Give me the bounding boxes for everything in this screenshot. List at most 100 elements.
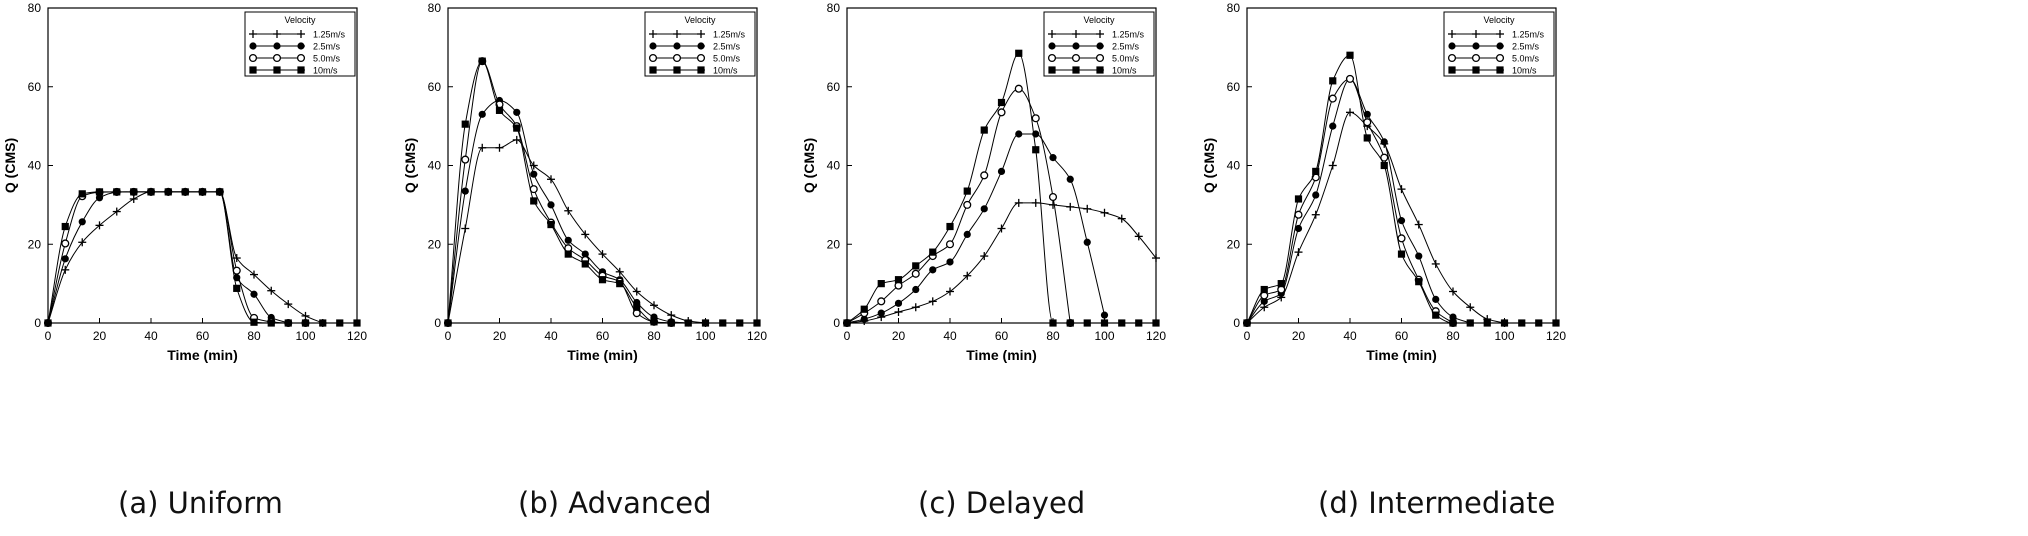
y-tick-label: 20 <box>28 237 42 251</box>
data-point <box>1328 94 1337 103</box>
data-point <box>44 319 52 327</box>
legend-item: 10m/s <box>1048 66 1137 76</box>
legend-marker <box>1472 42 1480 50</box>
legend-item: 5.0m/s <box>1447 53 1540 64</box>
legend-item: 5.0m/s <box>648 54 741 64</box>
data-point <box>1483 319 1491 327</box>
data-point <box>250 318 258 326</box>
data-point <box>461 120 469 128</box>
legend-label: 10m/s <box>713 66 738 76</box>
data-point <box>946 222 954 231</box>
legend-item: 2.5m/s <box>1048 42 1140 52</box>
panel-caption: (d) Intermediate <box>1318 486 1556 520</box>
series-5.0m/s <box>842 84 1075 328</box>
legend-marker <box>272 53 282 63</box>
x-tick-label: 80 <box>247 329 261 343</box>
legend-marker <box>1496 66 1504 74</box>
data-point <box>667 319 675 327</box>
data-point <box>1346 108 1354 117</box>
x-tick-label: 80 <box>1046 329 1060 343</box>
data-point <box>1415 278 1423 286</box>
data-point <box>581 260 589 268</box>
series-line <box>846 202 1157 324</box>
data-point <box>736 319 744 327</box>
data-point <box>250 290 258 298</box>
legend-label: 5.0m/s <box>1512 54 1540 64</box>
series-line <box>846 52 1156 324</box>
data-point <box>1243 319 1251 327</box>
legend-marker <box>697 42 705 50</box>
legend-label: 2.5m/s <box>1112 42 1140 52</box>
data-point <box>1345 74 1355 83</box>
data-point <box>1134 232 1143 241</box>
legend-item: 5.0m/s <box>1047 53 1140 64</box>
data-point <box>1431 259 1440 268</box>
legend-item: 10m/s <box>249 66 338 76</box>
data-point <box>78 238 87 247</box>
data-point <box>1432 295 1440 303</box>
legend-marker <box>1096 30 1104 38</box>
y-tick-label: 40 <box>28 159 42 173</box>
data-point <box>164 188 172 196</box>
data-point <box>198 188 207 196</box>
y-axis-label: Q (CMS) <box>2 138 18 193</box>
panel-caption: (c) Delayed <box>918 486 1086 520</box>
chart-panel-3: 0 20 40 60 80 100 120 0 20 40 60 80 Time (min) Q (CMS… <box>1201 1 1566 363</box>
data-point <box>147 188 155 196</box>
data-point <box>877 280 885 288</box>
data-point <box>615 267 624 276</box>
legend-marker <box>297 66 305 74</box>
data-point <box>129 194 138 203</box>
legend-marker <box>248 53 258 63</box>
x-tick-label: 100 <box>1494 329 1514 343</box>
legend-item: 1.25m/s <box>1448 30 1545 40</box>
series-line <box>447 139 706 324</box>
data-point <box>1032 146 1040 154</box>
data-point <box>232 266 241 275</box>
data-point <box>912 285 920 294</box>
data-point <box>1014 84 1023 93</box>
legend-marker <box>1471 53 1481 63</box>
data-point <box>267 319 275 327</box>
legend-marker <box>1047 53 1057 63</box>
data-point <box>598 250 607 259</box>
data-point <box>112 207 121 216</box>
data-point <box>997 108 1006 117</box>
legend-marker <box>249 30 257 38</box>
data-point <box>1066 175 1074 183</box>
data-point <box>1083 204 1092 213</box>
y-tick-label: 0 <box>434 316 441 330</box>
series-line <box>47 191 323 324</box>
data-point <box>530 170 538 178</box>
data-point <box>946 287 954 296</box>
legend-title: Velocity <box>284 15 316 25</box>
data-point <box>61 239 70 248</box>
data-point <box>684 319 692 327</box>
data-point <box>1100 319 1109 327</box>
x-tick-label: 40 <box>144 329 158 343</box>
data-point <box>581 250 589 258</box>
data-point <box>1328 161 1337 170</box>
legend-label: 2.5m/s <box>1512 42 1540 52</box>
x-tick-label: 100 <box>295 329 315 343</box>
legend-label: 10m/s <box>1512 66 1537 76</box>
x-axis-label: Time (min) <box>966 347 1037 363</box>
data-point <box>877 297 886 306</box>
data-point <box>1294 248 1303 257</box>
series-line <box>47 191 357 324</box>
series-line <box>846 133 1105 324</box>
x-tick-label: 0 <box>45 329 52 343</box>
y-tick-label: 80 <box>28 1 42 15</box>
legend-title: Velocity <box>684 15 716 25</box>
legend-label: 10m/s <box>313 66 338 76</box>
data-point <box>113 188 121 196</box>
legend-marker <box>649 30 657 38</box>
data-point <box>319 319 327 327</box>
data-point <box>495 143 504 152</box>
data-point <box>1152 254 1160 263</box>
data-point <box>1100 208 1109 217</box>
legend-label: 5.0m/s <box>313 54 341 64</box>
chart-panel-2: 0 20 40 60 80 100 120 0 20 40 60 80 Time (min) Q (CMS… <box>801 1 1166 363</box>
legend-marker <box>273 42 281 50</box>
